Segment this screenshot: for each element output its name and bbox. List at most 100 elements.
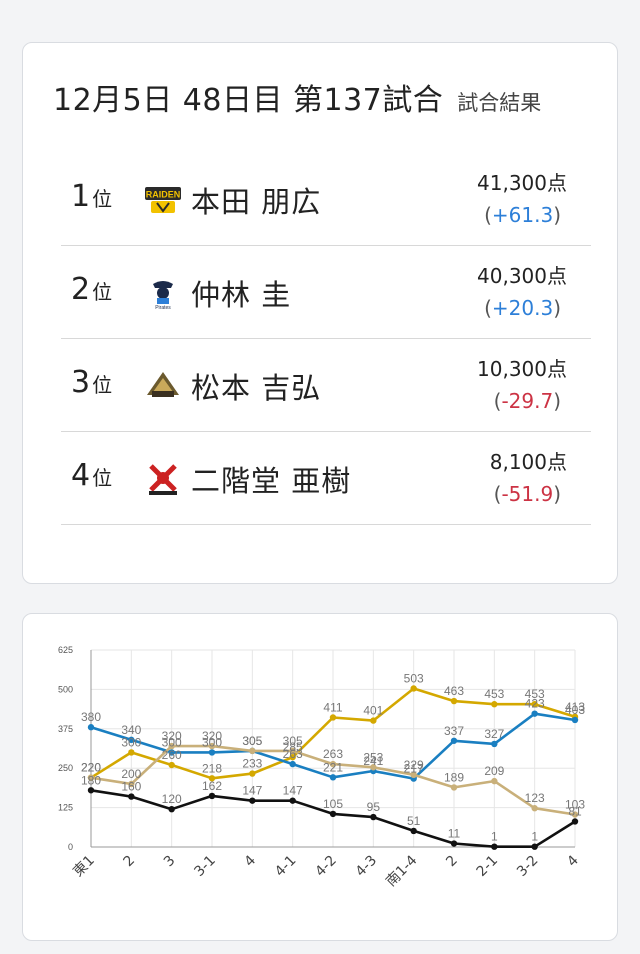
y-tick-label: 125 xyxy=(58,803,73,813)
abemas-logo-icon xyxy=(147,372,179,397)
data-point xyxy=(329,714,337,721)
data-label: 401 xyxy=(363,704,383,718)
data-label: 380 xyxy=(81,710,101,724)
data-label: 180 xyxy=(81,773,101,787)
data-label: 1 xyxy=(491,830,498,844)
player-point-diff: (+61.3) xyxy=(484,203,561,227)
player-score: 41,300点 xyxy=(477,171,567,195)
match-subtitle: 試合結果 xyxy=(457,91,542,115)
data-point xyxy=(410,827,417,835)
data-label: 95 xyxy=(367,800,381,814)
data-label: 1 xyxy=(531,830,538,844)
data-label: 305 xyxy=(283,734,303,748)
x-tick-label: 2 xyxy=(121,853,139,871)
data-point xyxy=(329,810,337,818)
data-label: 320 xyxy=(202,729,222,743)
data-label: 105 xyxy=(323,797,343,811)
data-label: 263 xyxy=(283,747,303,761)
data-point xyxy=(531,710,538,717)
data-label: 147 xyxy=(242,784,262,798)
data-label: 463 xyxy=(444,684,464,698)
data-label: 305 xyxy=(242,734,262,748)
match-title: 12月5日 48日目 第137試合 xyxy=(53,83,444,118)
x-tick-label: 2-1 xyxy=(474,853,501,880)
data-label: 160 xyxy=(121,780,141,794)
data-point xyxy=(450,737,458,744)
data-label: 453 xyxy=(525,687,545,701)
data-label: 233 xyxy=(242,757,262,771)
data-label: 189 xyxy=(444,770,464,784)
data-point xyxy=(450,784,458,791)
player-score: 8,100点 xyxy=(489,450,567,474)
data-point xyxy=(128,793,135,800)
data-point xyxy=(208,749,216,756)
x-tick-label: 4-2 xyxy=(312,853,339,880)
data-label: 221 xyxy=(323,760,343,774)
data-label: 81 xyxy=(568,804,582,818)
player-name: 仲林 圭 xyxy=(191,278,292,312)
y-tick-label: 250 xyxy=(58,763,73,773)
data-point xyxy=(168,742,175,750)
data-point xyxy=(531,843,538,850)
y-tick-label: 375 xyxy=(58,724,73,734)
pirates-logo-icon: Pirates xyxy=(153,281,173,310)
data-label: 229 xyxy=(404,758,424,772)
data-label: 51 xyxy=(407,814,421,828)
data-label: 337 xyxy=(444,724,464,738)
data-label: 503 xyxy=(404,671,424,685)
data-label: 253 xyxy=(363,750,383,764)
data-point xyxy=(531,805,538,812)
player-name: 松本 吉弘 xyxy=(191,371,322,405)
y-tick-label: 625 xyxy=(58,645,73,655)
x-tick-label: 2 xyxy=(443,853,461,871)
result-header: 12月5日 48日目 第137試合 試合結果 xyxy=(53,75,541,119)
data-point xyxy=(531,701,538,708)
data-point xyxy=(168,749,175,756)
data-label: 220 xyxy=(81,761,101,775)
data-label: 162 xyxy=(202,779,222,793)
data-label: 11 xyxy=(448,827,461,841)
data-label: 285 xyxy=(283,740,303,754)
data-label: 209 xyxy=(484,764,504,778)
player-score: 40,300点 xyxy=(477,264,567,288)
data-label: 403 xyxy=(565,703,585,717)
player-point-diff: (-51.9) xyxy=(493,482,561,506)
x-tick-label: 東1 xyxy=(70,853,98,881)
data-label: 300 xyxy=(121,735,141,749)
data-label: 411 xyxy=(323,700,342,714)
data-point xyxy=(329,760,337,768)
data-label: 103 xyxy=(565,798,585,812)
chart-card: 0 125 250 375 500 625 東1 2 3 3-1 4 4-1 4-2 4-3 南1-4 2 2-… xyxy=(22,613,618,941)
data-point xyxy=(329,774,337,781)
player-score: 10,300点 xyxy=(477,357,567,381)
data-point xyxy=(168,761,175,769)
svg-text:RAIDEN: RAIDEN xyxy=(146,190,181,200)
data-point xyxy=(410,771,417,779)
x-tick-label: 南1-4 xyxy=(383,852,420,889)
data-point xyxy=(491,701,498,708)
data-point xyxy=(128,780,135,788)
data-label: 218 xyxy=(202,761,222,775)
data-point xyxy=(491,740,498,748)
x-tick-label: 4-3 xyxy=(353,853,380,880)
data-point xyxy=(208,792,216,800)
data-point xyxy=(289,747,296,755)
x-tick-label: 3-1 xyxy=(191,853,218,880)
y-tick-label: 500 xyxy=(58,684,73,694)
data-point xyxy=(410,685,417,692)
data-label: 300 xyxy=(162,735,182,749)
data-label: 241 xyxy=(363,754,383,768)
data-label: 263 xyxy=(323,747,343,761)
data-point xyxy=(450,840,458,847)
x-tick-label: 4 xyxy=(564,852,582,870)
data-label: 220 xyxy=(81,761,101,775)
